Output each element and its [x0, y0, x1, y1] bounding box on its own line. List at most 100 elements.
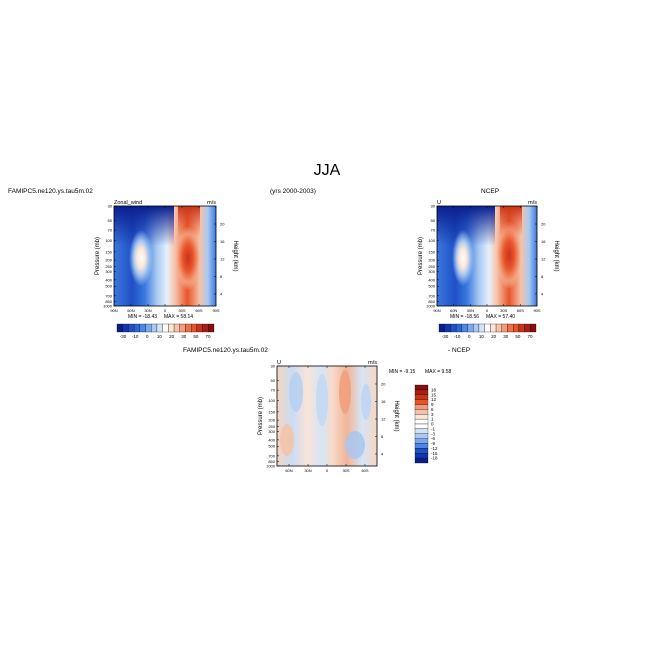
y-tick-label: 50	[108, 218, 113, 223]
height-tick-label: 8	[220, 274, 223, 279]
colorbar-swatch	[151, 323, 158, 333]
min-label: MIN = -18.56	[450, 314, 479, 320]
model-jet-left	[129, 230, 153, 286]
diff-patch-2	[316, 374, 328, 426]
y-tick-label: 50	[271, 378, 276, 383]
x-tick-label: 60N	[285, 468, 292, 473]
min-label: MIN = -9.15	[389, 369, 415, 375]
colorbar-swatch	[196, 323, 203, 333]
height-tick-label: 4	[541, 292, 544, 297]
x-tick-label: 30S	[178, 308, 185, 313]
colorbar-label: 30	[181, 334, 187, 339]
colorbar-label: -10	[454, 334, 461, 339]
diff-patch-5	[280, 424, 294, 456]
y-tick-label: 30	[108, 204, 113, 209]
obs-jet-right	[496, 221, 522, 289]
y-tick-label: 850	[428, 299, 435, 304]
colorbar-swatch	[507, 323, 514, 333]
y-tick-label: 70	[271, 388, 276, 393]
height-tick-label: 12	[541, 257, 546, 262]
height-tick-label: 20	[381, 382, 386, 387]
obs-jet-left	[452, 230, 474, 286]
height-tick-label: 12	[220, 257, 225, 262]
diff-patch-4	[345, 431, 365, 459]
x-tick-label: 90N	[110, 308, 117, 313]
x-tick-label: 60S	[195, 308, 202, 313]
max-label: MAX = 58.14	[164, 314, 193, 320]
x-tick-label: 90S	[212, 308, 219, 313]
diff-colorbar-label: 9	[431, 402, 434, 407]
diff-colorbar-swatch	[414, 399, 429, 405]
diff-colorbar-swatch	[414, 438, 429, 444]
diff-colorbar-swatch	[414, 384, 429, 391]
y-tick-label: 250	[268, 424, 275, 429]
diff-colorbar-swatch	[414, 453, 429, 459]
y-axis-title: Pressure (mb)	[258, 397, 264, 435]
diff-colorbar-label: -6	[431, 436, 435, 441]
diff-colorbar-swatch	[414, 389, 429, 395]
colorbar-swatch	[461, 323, 468, 333]
diff-colorbar-swatch	[414, 443, 429, 449]
colorbar-swatch	[478, 323, 485, 333]
height-tick-label: 4	[381, 452, 384, 457]
colorbar-swatch	[490, 323, 497, 333]
colorbar-swatch	[116, 323, 123, 333]
right-axis-title: Height (km)	[553, 240, 559, 271]
obs-name-label: NCEP	[481, 188, 500, 195]
diff-colorbar-label: 12	[431, 397, 437, 402]
colorbar-label: 30	[503, 334, 509, 339]
diff-patch-6	[361, 384, 371, 420]
diff-patch-1	[289, 372, 303, 412]
colorbar-swatch	[145, 323, 152, 333]
height-tick-label: 4	[220, 292, 223, 297]
y-tick-label: 30	[431, 204, 436, 209]
colorbar-label: 20	[491, 334, 497, 339]
x-tick-label: 60N	[450, 308, 457, 313]
height-tick-label: 20	[220, 222, 225, 227]
colorbar-label: 50	[515, 334, 521, 339]
diff-colorbar-label: 18	[431, 387, 437, 392]
y-tick-label: 400	[105, 277, 112, 282]
colorbar-swatch	[168, 323, 175, 333]
diff-colorbar-label: -9	[431, 441, 435, 446]
model-top-red	[178, 206, 200, 236]
diff-colorbar-swatch	[414, 394, 429, 400]
colorbar-swatch	[191, 323, 198, 333]
y-tick-label: 150	[268, 409, 275, 414]
x-tick-label: 60N	[127, 308, 134, 313]
y-tick-label: 200	[428, 258, 435, 263]
colorbar-label: -10	[132, 334, 139, 339]
colorbar-label: 70	[205, 334, 211, 339]
diff-colorbar-swatch	[414, 404, 429, 410]
diff-colorbar-label: 1	[431, 417, 434, 422]
panel-variable-label: U	[277, 360, 281, 366]
colorbar-label: -30	[442, 334, 449, 339]
diff-case-name-label: FAMIPC5.ne120.ys.tau5m.02	[183, 347, 268, 354]
colorbar-label: 50	[193, 334, 199, 339]
panel-units-label: m/s	[528, 200, 537, 206]
diff-obs-label: - NCEP	[448, 347, 471, 354]
min-label: MIN = -18.43	[128, 314, 157, 320]
colorbar-swatch	[484, 323, 491, 333]
y-tick-label: 500	[428, 284, 435, 289]
diff-colorbar-swatch	[414, 433, 429, 439]
panel-variable-label: Zonal_wind	[114, 200, 142, 206]
colorbar-swatch	[530, 323, 537, 333]
x-tick-label: 0	[326, 468, 329, 473]
y-tick-label: 300	[428, 269, 435, 274]
diff-colorbar-label: -18	[431, 456, 438, 461]
panel-units-label: m/s	[207, 200, 216, 206]
colorbar-swatch	[518, 323, 525, 333]
model-jet-right	[175, 226, 201, 290]
figure-title: JJA	[313, 162, 341, 179]
height-tick-label: 20	[541, 222, 546, 227]
x-tick-label: 0	[164, 308, 167, 313]
y-tick-label: 150	[105, 249, 112, 254]
x-tick-label: 60S	[361, 468, 368, 473]
panel-variable-label: U	[437, 200, 441, 206]
colorbar-label: -30	[120, 334, 127, 339]
x-tick-label: 60S	[517, 308, 524, 313]
